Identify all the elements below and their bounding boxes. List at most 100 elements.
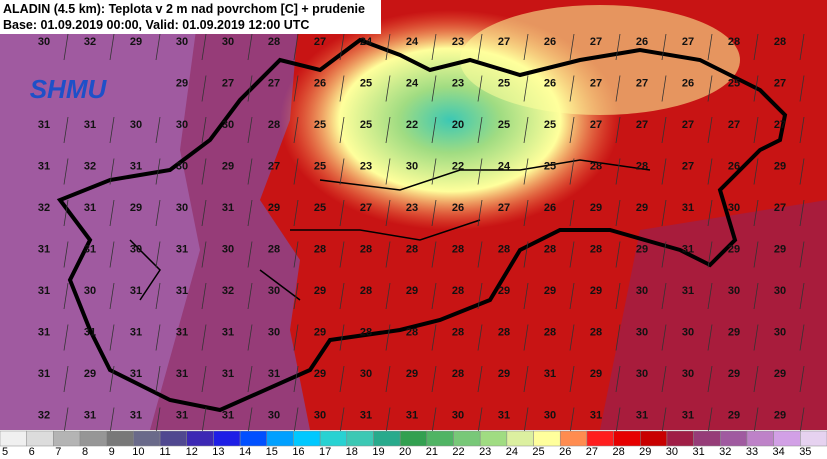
- temperature-value: 26: [636, 36, 648, 48]
- temperature-value: 27: [682, 36, 694, 48]
- legend-label: 8: [82, 446, 88, 458]
- temperature-value: 31: [38, 243, 50, 255]
- temperature-value: 31: [406, 409, 418, 421]
- wind-arrow: [661, 365, 667, 393]
- wind-arrow: [109, 116, 115, 144]
- wind-arrow: [201, 365, 207, 393]
- wind-arrow: [661, 407, 667, 434]
- wind-arrow: [201, 407, 207, 434]
- legend-swatch: [0, 430, 27, 447]
- temperature-value: 31: [176, 285, 188, 297]
- legend-label: 12: [186, 446, 198, 458]
- temperature-value: 31: [84, 119, 96, 131]
- wind-arrow: [293, 199, 299, 227]
- wind-arrow: [569, 407, 575, 434]
- wind-arrow: [753, 241, 759, 268]
- legend-label: 33: [746, 446, 758, 458]
- temperature-value: 31: [130, 409, 142, 421]
- legend-swatch: [159, 430, 187, 447]
- wind-arrow: [201, 158, 207, 185]
- temperature-value: 25: [360, 119, 372, 131]
- temperature-value: 29: [774, 243, 786, 255]
- wind-arrow: [615, 324, 621, 351]
- wind-arrow: [799, 199, 805, 227]
- wind-arrow: [569, 199, 575, 227]
- temperature-value: 29: [728, 409, 740, 421]
- header-title: ALADIN (4.5 km): Teplota v 2 m nad povrc…: [3, 2, 365, 16]
- legend-label: 7: [55, 446, 61, 458]
- wind-arrow: [247, 158, 253, 185]
- temperature-value: 22: [406, 119, 418, 131]
- wind-arrow: [799, 116, 805, 144]
- temperature-value: 25: [544, 119, 556, 131]
- temperature-value: 28: [360, 285, 372, 297]
- legend-swatch: [133, 430, 161, 447]
- temperature-value: 28: [268, 119, 280, 131]
- temperature-value: 28: [406, 243, 418, 255]
- temperature-value: 26: [682, 77, 694, 89]
- temperature-value: 27: [774, 119, 786, 131]
- temperature-value: 27: [360, 202, 372, 214]
- logo: SHMU: [30, 74, 108, 104]
- temperature-value: 31: [682, 409, 694, 421]
- legend-swatch: [720, 430, 748, 447]
- wind-arrow: [477, 116, 483, 144]
- temperature-value: 31: [84, 409, 96, 421]
- temperature-value: 23: [452, 36, 464, 48]
- temperature-value: 22: [452, 160, 464, 172]
- temperature-value: 30: [360, 368, 372, 380]
- wind-arrow: [385, 282, 391, 310]
- temperature-value: 32: [84, 36, 96, 48]
- temperature-value: 30: [774, 285, 786, 297]
- wind-arrow: [661, 282, 667, 310]
- temperature-value: 30: [176, 119, 188, 131]
- legend-swatch: [453, 430, 481, 447]
- temperature-value: 29: [84, 368, 96, 380]
- temperature-value: 31: [130, 285, 142, 297]
- wind-arrow: [569, 75, 575, 102]
- temperature-value: 31: [360, 409, 372, 421]
- temperature-value: 31: [636, 409, 648, 421]
- legend-label: 27: [586, 446, 598, 458]
- temperature-value: 29: [544, 285, 556, 297]
- temperature-value: 29: [268, 202, 280, 214]
- wind-arrow: [339, 199, 345, 227]
- legend-swatch: [293, 430, 321, 447]
- wind-arrow: [155, 407, 161, 434]
- temperature-value: 29: [728, 243, 740, 255]
- temperature-value: 29: [728, 368, 740, 380]
- wind-arrow: [247, 116, 253, 144]
- region-border: [129, 159, 651, 301]
- wind-arrow: [109, 241, 115, 268]
- legend-swatch: [319, 430, 348, 447]
- wind-arrow: [569, 116, 575, 144]
- wind-arrow: [293, 282, 299, 310]
- temperature-value: 25: [314, 119, 326, 131]
- temperature-value: 25: [314, 202, 326, 214]
- wind-arrow: [477, 33, 483, 61]
- wind-arrow: [247, 324, 253, 351]
- wind-arrow: [385, 365, 391, 393]
- wind-arrow: [431, 199, 437, 227]
- temperature-value: 31: [590, 409, 602, 421]
- wind-arrow: [293, 158, 299, 185]
- wind-arrow: [615, 199, 621, 227]
- country-border: [56, 37, 788, 413]
- wind-arrow: [523, 324, 529, 351]
- legend-label: 18: [346, 446, 358, 458]
- temperature-value: 26: [452, 202, 464, 214]
- temperature-value: 23: [406, 202, 418, 214]
- wind-arrow: [385, 158, 391, 185]
- wind-arrow: [201, 199, 207, 227]
- wind-arrow: [615, 282, 621, 310]
- temperature-value: 28: [268, 243, 280, 255]
- wind-arrow: [477, 241, 483, 268]
- legend-swatch: [346, 430, 374, 447]
- temperature-value: 26: [544, 77, 556, 89]
- legend-label: 28: [612, 446, 624, 458]
- temperature-value: 28: [452, 326, 464, 338]
- temperature-value: 29: [636, 243, 648, 255]
- temperature-value: 29: [406, 285, 418, 297]
- value-grid: 30 32 29 30 30 28 27 24 24 23 27 26 27 26 27 28 28 29 27 27…: [38, 33, 805, 434]
